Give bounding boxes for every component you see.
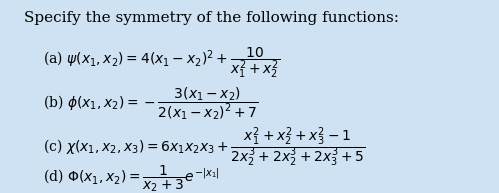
Text: (c) $\chi(x_1, x_2, x_3) = 6x_1x_2x_3 + \dfrac{x_1^2+x_2^2+x_3^2-1}{2x_2^3+2x_2^: (c) $\chi(x_1, x_2, x_3) = 6x_1x_2x_3 + … [43,125,366,169]
Text: Specify the symmetry of the following functions:: Specify the symmetry of the following fu… [24,11,399,25]
Text: (a) $\psi(x_1, x_2) = 4(x_1 - x_2)^2 + \dfrac{10}{x_1^2+x_2^2}$: (a) $\psi(x_1, x_2) = 4(x_1 - x_2)^2 + \… [43,45,280,80]
Text: (b) $\phi(x_1, x_2) = -\dfrac{3(x_1-x_2)}{2(x_1-x_2)^2+7}$: (b) $\phi(x_1, x_2) = -\dfrac{3(x_1-x_2)… [43,86,259,122]
Text: (d) $\Phi(x_1, x_2) = \dfrac{1}{x_2+3}e^{-|x_1|}$: (d) $\Phi(x_1, x_2) = \dfrac{1}{x_2+3}e^… [43,164,220,193]
